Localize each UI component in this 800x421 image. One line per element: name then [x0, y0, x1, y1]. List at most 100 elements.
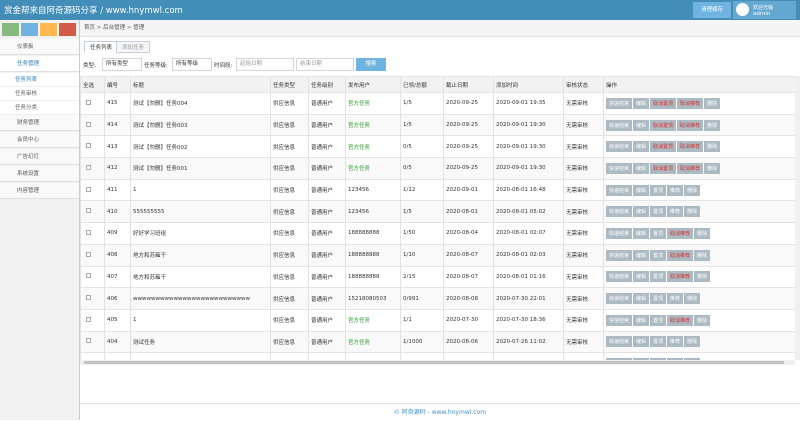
crumb[interactable]: 后台管理	[103, 25, 126, 31]
submenu-item[interactable]: 任务审核	[0, 87, 79, 101]
action-button[interactable]: 删除	[704, 162, 721, 174]
action-button[interactable]: 快速结束	[606, 271, 633, 283]
action-button[interactable]: 推荐	[667, 206, 684, 218]
action-button[interactable]: 快速结束	[606, 358, 633, 360]
action-button[interactable]: 快速结束	[606, 119, 633, 131]
action-button[interactable]: 编辑	[633, 271, 650, 283]
tab[interactable]: 添加任务	[116, 41, 151, 53]
action-button[interactable]: 取消推荐	[677, 162, 704, 174]
action-button[interactable]: 取消置顶	[650, 162, 677, 174]
menu-item[interactable]: 系统设置	[0, 166, 79, 182]
type-select[interactable]: 所有类型	[102, 58, 142, 71]
action-button[interactable]: 编辑	[633, 184, 650, 196]
action-button[interactable]: 编辑	[633, 314, 650, 326]
user-menu[interactable]: 欢迎光临 admin	[733, 1, 796, 19]
action-button[interactable]: 推荐	[667, 336, 684, 348]
action-button[interactable]: 快速结束	[606, 249, 633, 261]
end-date[interactable]: 结束日期	[296, 58, 354, 71]
submenu-item[interactable]: 任务分类	[0, 101, 79, 115]
action-button[interactable]: 删除	[694, 271, 711, 283]
checkbox[interactable]	[86, 316, 91, 322]
action-button[interactable]: 取消置顶	[650, 97, 677, 109]
action-button[interactable]: 取消推荐	[677, 119, 704, 131]
action-button[interactable]: 删除	[704, 119, 721, 131]
action-button[interactable]: 快速结束	[606, 206, 633, 218]
action-button[interactable]: 删除	[684, 358, 701, 360]
action-button[interactable]: 取消置顶	[650, 141, 677, 153]
checkbox[interactable]	[86, 99, 91, 105]
shortcut[interactable]	[40, 23, 57, 36]
action-button[interactable]: 取消置顶	[650, 119, 677, 131]
action-button[interactable]: 编辑	[633, 162, 650, 174]
action-button[interactable]: 取消推荐	[667, 227, 694, 239]
action-button[interactable]: 编辑	[633, 336, 650, 348]
action-button[interactable]: 置顶	[650, 249, 667, 261]
action-button[interactable]: 编辑	[633, 293, 650, 305]
checkbox[interactable]	[86, 164, 91, 170]
menu-item[interactable]: 会员中心	[0, 132, 79, 148]
menu-item[interactable]: 仪表板	[0, 39, 79, 55]
checkbox[interactable]	[86, 121, 91, 127]
checkbox[interactable]	[86, 143, 91, 149]
action-button[interactable]: 删除	[684, 184, 701, 196]
shortcut[interactable]	[59, 23, 76, 36]
menu-item[interactable]: 财务管理	[0, 115, 79, 131]
menu-item[interactable]: 广告幻灯	[0, 149, 79, 165]
action-button[interactable]: 置顶	[650, 206, 667, 218]
shortcut[interactable]	[21, 23, 38, 36]
v-scrollbar[interactable]	[795, 76, 800, 360]
checkbox[interactable]	[86, 186, 91, 192]
action-button[interactable]: 取消推荐	[677, 97, 704, 109]
shortcut[interactable]	[2, 23, 19, 36]
action-button[interactable]: 删除	[684, 336, 701, 348]
action-button[interactable]: 取消推荐	[677, 141, 704, 153]
menu-item[interactable]: 内容管理	[0, 183, 79, 199]
action-button[interactable]: 删除	[704, 97, 721, 109]
action-button[interactable]: 置顶	[650, 336, 667, 348]
action-button[interactable]: 编辑	[633, 206, 650, 218]
action-button[interactable]: 取消推荐	[667, 271, 694, 283]
action-button[interactable]: 编辑	[633, 358, 650, 360]
action-button[interactable]: 置顶	[650, 184, 667, 196]
level-select[interactable]: 所有等级	[172, 58, 212, 71]
action-button[interactable]: 编辑	[633, 141, 650, 153]
column-header[interactable]: 全选	[80, 76, 105, 93]
action-button[interactable]: 快速结束	[606, 141, 633, 153]
search-button[interactable]: 搜索	[356, 58, 386, 71]
action-button[interactable]: 取消推荐	[667, 249, 694, 261]
checkbox[interactable]	[86, 229, 91, 235]
action-button[interactable]: 删除	[694, 249, 711, 261]
action-button[interactable]: 推荐	[667, 358, 684, 360]
action-button[interactable]: 删除	[684, 206, 701, 218]
checkbox[interactable]	[86, 273, 91, 279]
action-button[interactable]: 快速结束	[606, 314, 633, 326]
start-date[interactable]: 起始日期	[236, 58, 294, 71]
action-button[interactable]: 置顶	[650, 293, 667, 305]
action-button[interactable]: 编辑	[633, 249, 650, 261]
action-button[interactable]: 置顶	[650, 227, 667, 239]
tab[interactable]: 任务列表	[84, 41, 119, 53]
action-button[interactable]: 快速结束	[606, 293, 633, 305]
action-button[interactable]: 快速结束	[606, 162, 633, 174]
crumb[interactable]: 首页	[84, 25, 96, 31]
action-button[interactable]: 推荐	[667, 293, 684, 305]
action-button[interactable]: 删除	[684, 293, 701, 305]
action-button[interactable]: 编辑	[633, 227, 650, 239]
action-button[interactable]: 编辑	[633, 97, 650, 109]
action-button[interactable]: 删除	[694, 314, 711, 326]
scroll-thumb[interactable]	[84, 361, 784, 364]
action-button[interactable]: 快速结束	[606, 227, 633, 239]
checkbox[interactable]	[86, 208, 91, 214]
action-button[interactable]: 删除	[704, 141, 721, 153]
menu-item[interactable]: 任务管理	[0, 56, 79, 72]
action-button[interactable]: 推荐	[667, 184, 684, 196]
clear-cache-button[interactable]: 清理缓存	[693, 2, 731, 18]
checkbox[interactable]	[86, 338, 91, 344]
action-button[interactable]: 编辑	[633, 119, 650, 131]
action-button[interactable]: 快速结束	[606, 97, 633, 109]
action-button[interactable]: 删除	[694, 227, 711, 239]
h-scrollbar[interactable]	[80, 360, 795, 365]
submenu-item[interactable]: 任务列表	[0, 73, 79, 87]
checkbox[interactable]	[86, 295, 91, 301]
action-button[interactable]: 取消推荐	[667, 314, 694, 326]
